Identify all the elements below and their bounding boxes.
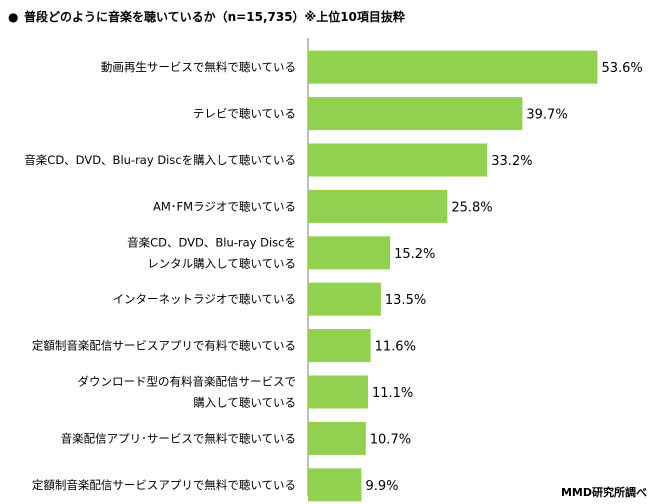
data-label: 11.6%: [375, 340, 416, 355]
bar: [308, 282, 381, 316]
category-label: AM･FMラジオで聴いている: [153, 199, 296, 213]
bar: [308, 236, 391, 270]
title-bullet: ●: [8, 10, 18, 24]
category-label: 定額制音楽配信サービスアプリで無料で聴いている: [32, 478, 296, 492]
data-label: 9.9%: [365, 479, 398, 494]
category-label: 動画再生サービスで無料で聴いている: [101, 60, 296, 74]
category-label: テレビで聴いている: [193, 107, 296, 121]
category-label: ダウンロード型の有料音楽配信サービスで: [78, 375, 297, 389]
category-label: 定額制音楽配信サービスアプリで有料で聴いている: [32, 339, 296, 353]
category-label: 音楽CD、DVD、Blu-ray Discを購入して聴いている: [24, 153, 296, 167]
bar: [308, 143, 488, 177]
bars-group: 53.6% 動画再生サービスで無料で聴いている 39.7% テレビで聴いている 33.2…: [24, 50, 643, 502]
category-label: 音楽CD、DVD、Blu-ray Discを: [127, 235, 296, 249]
source-note: MMD研究所調べ: [561, 485, 647, 499]
data-label: 13.5%: [385, 293, 426, 308]
category-label: 購入して聴いている: [193, 396, 296, 410]
data-label: 11.1%: [372, 386, 413, 401]
bar: [308, 375, 368, 409]
bar: [308, 50, 598, 84]
bar: [308, 468, 362, 502]
data-label: 15.2%: [394, 247, 435, 262]
category-label: レンタル購入して聴いている: [147, 256, 296, 270]
data-label: 53.6%: [601, 61, 642, 76]
data-label: 25.8%: [451, 200, 492, 215]
bar: [308, 97, 523, 131]
bar: [308, 329, 371, 363]
category-label: 音楽配信アプリ･サービスで無料で聴いている: [61, 431, 296, 445]
category-label: インターネットラジオで聴いている: [113, 292, 296, 306]
data-label: 39.7%: [526, 108, 567, 123]
chart-title: 普段どのように音楽を聴いているか（n=15,735）※上位10項目抜粋: [24, 9, 405, 24]
data-label: 33.2%: [491, 154, 532, 169]
bar: [308, 189, 448, 223]
data-label: 10.7%: [370, 432, 411, 447]
bar: [308, 421, 366, 455]
